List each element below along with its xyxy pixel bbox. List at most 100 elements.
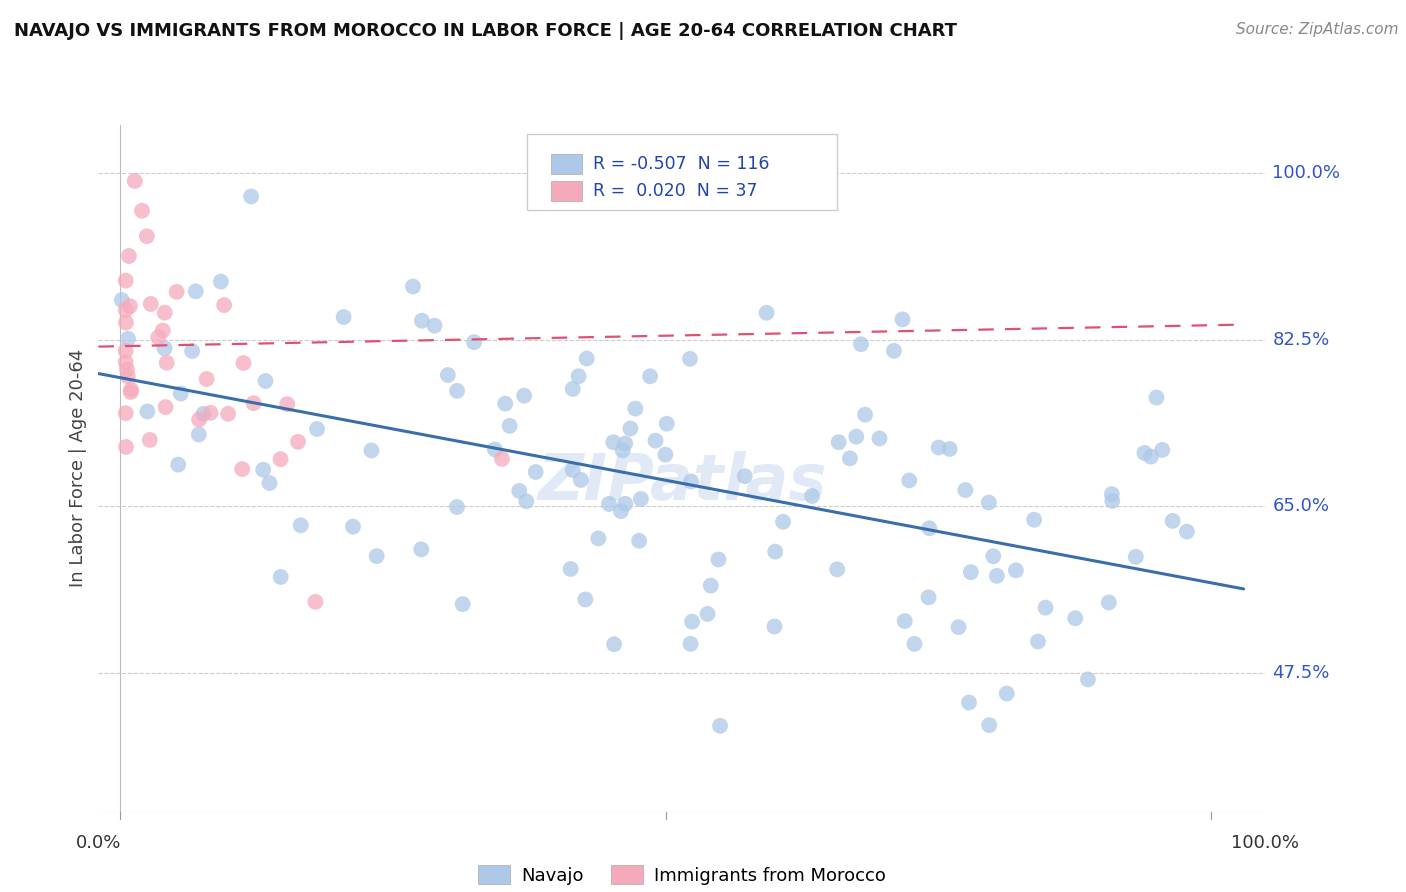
Point: [117, 332, 139, 346]
Point: [1098, 595, 1121, 609]
Point: [569, 473, 592, 487]
Point: [446, 384, 468, 398]
Point: [484, 442, 506, 457]
Point: [423, 318, 446, 333]
Point: [411, 542, 433, 557]
Point: [342, 519, 364, 533]
Point: [446, 500, 468, 514]
Point: [603, 637, 626, 651]
Text: 0.0%: 0.0%: [76, 834, 121, 852]
Point: [938, 442, 960, 456]
Point: [849, 337, 872, 351]
Point: [515, 494, 537, 508]
Point: [955, 483, 977, 497]
Point: [153, 341, 176, 355]
Point: [217, 407, 239, 421]
Point: [494, 397, 516, 411]
Point: [612, 443, 634, 458]
Point: [114, 355, 136, 369]
Text: Source: ZipAtlas.com: Source: ZipAtlas.com: [1236, 22, 1399, 37]
Point: [828, 435, 851, 450]
Point: [679, 637, 702, 651]
Point: [259, 476, 281, 491]
Point: [772, 515, 794, 529]
Point: [366, 549, 388, 563]
Point: [1175, 524, 1198, 539]
Point: [655, 417, 678, 431]
Point: [1146, 391, 1168, 405]
Point: [232, 356, 254, 370]
Point: [181, 344, 204, 359]
Point: [508, 483, 530, 498]
Y-axis label: In Labor Force | Age 20-64: In Labor Force | Age 20-64: [69, 349, 87, 588]
Legend: Navajo, Immigrants from Morocco: Navajo, Immigrants from Morocco: [471, 858, 893, 892]
Text: NAVAJO VS IMMIGRANTS FROM MOROCCO IN LABOR FORCE | AGE 20-64 CORRELATION CHART: NAVAJO VS IMMIGRANTS FROM MOROCCO IN LAB…: [14, 22, 957, 40]
Point: [681, 475, 703, 489]
Point: [240, 189, 263, 203]
Point: [135, 229, 157, 244]
Point: [212, 298, 235, 312]
Point: [1133, 446, 1156, 460]
Point: [763, 619, 786, 633]
Point: [575, 351, 598, 366]
Point: [451, 597, 474, 611]
Point: [825, 562, 848, 576]
Point: [184, 285, 207, 299]
Point: [231, 462, 253, 476]
Point: [1077, 673, 1099, 687]
Point: [170, 386, 193, 401]
Point: [276, 397, 298, 411]
Point: [360, 443, 382, 458]
Point: [115, 440, 138, 454]
Point: [838, 451, 860, 466]
Point: [1101, 487, 1123, 501]
Point: [195, 372, 218, 386]
Point: [153, 306, 176, 320]
Point: [513, 389, 536, 403]
Point: [114, 274, 136, 288]
Point: [200, 406, 222, 420]
Point: [270, 570, 292, 584]
Text: R = -0.507  N = 116: R = -0.507 N = 116: [593, 155, 770, 173]
Point: [254, 374, 277, 388]
Point: [624, 401, 647, 416]
Point: [598, 497, 620, 511]
Point: [290, 518, 312, 533]
Point: [979, 718, 1001, 732]
Point: [614, 436, 637, 450]
Point: [918, 521, 941, 535]
Point: [139, 297, 162, 311]
Point: [463, 335, 485, 350]
Text: 100.0%: 100.0%: [1232, 834, 1299, 852]
Text: 82.5%: 82.5%: [1272, 331, 1330, 349]
Point: [111, 293, 134, 307]
Point: [654, 448, 676, 462]
Text: R =  0.020  N = 37: R = 0.020 N = 37: [593, 182, 758, 200]
Point: [561, 382, 583, 396]
Point: [681, 615, 703, 629]
Point: [152, 324, 174, 338]
Text: 65.0%: 65.0%: [1272, 498, 1330, 516]
Point: [124, 174, 146, 188]
Point: [118, 299, 141, 313]
Point: [120, 384, 142, 399]
Point: [948, 620, 970, 634]
Point: [574, 592, 596, 607]
Point: [304, 595, 326, 609]
Point: [252, 463, 274, 477]
Point: [524, 465, 547, 479]
Point: [628, 533, 651, 548]
Point: [638, 369, 661, 384]
Point: [619, 421, 641, 435]
Point: [903, 637, 925, 651]
Text: 100.0%: 100.0%: [1272, 163, 1340, 182]
Point: [193, 407, 215, 421]
Point: [588, 532, 610, 546]
Point: [898, 474, 921, 488]
Point: [560, 562, 582, 576]
Point: [411, 314, 433, 328]
Point: [1101, 494, 1123, 508]
Point: [734, 469, 756, 483]
Point: [630, 491, 652, 506]
Point: [1026, 634, 1049, 648]
